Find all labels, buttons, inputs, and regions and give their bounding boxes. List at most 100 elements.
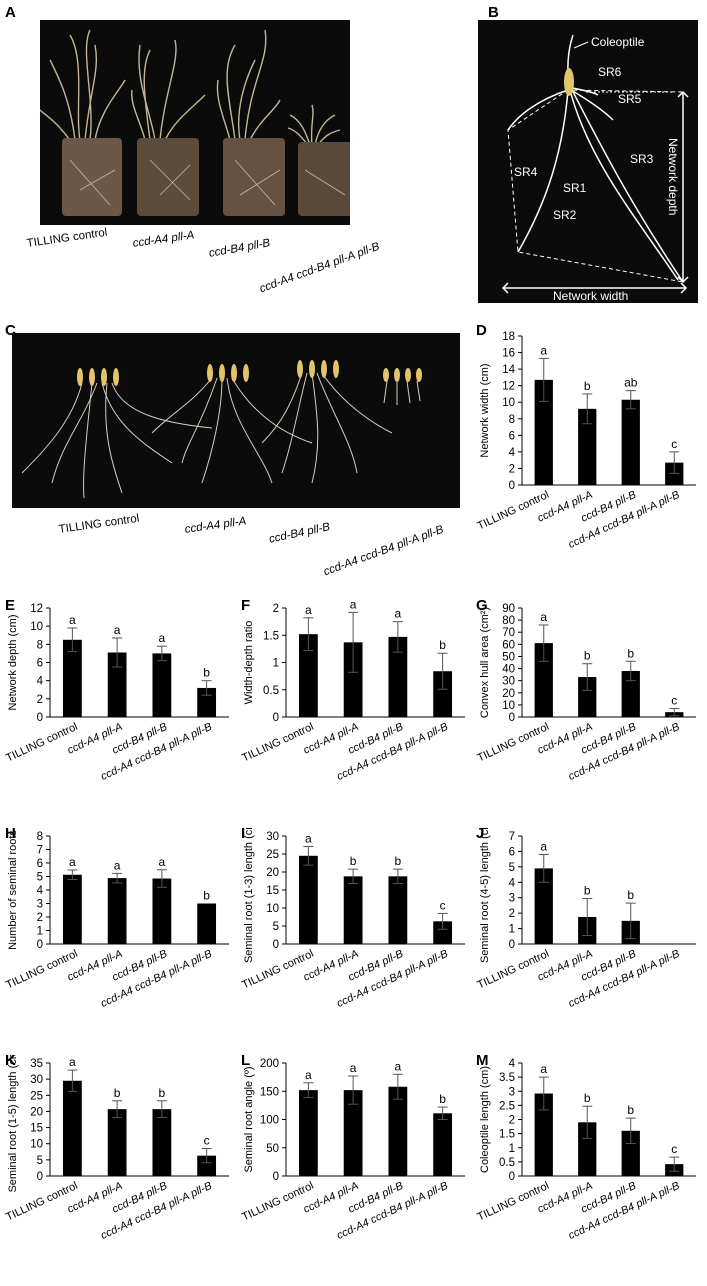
y-tick-label: 20 (30, 1106, 43, 1118)
significance-letter: b (627, 888, 634, 902)
y-tick-label: 4 (509, 447, 516, 459)
significance-letter: a (159, 855, 166, 869)
y-tick-label: 3.5 (499, 1072, 515, 1084)
panel-letter-m: M (476, 1052, 489, 1069)
panel-c-photo (12, 333, 460, 508)
bar (388, 1086, 408, 1176)
y-tick-label: 0 (37, 1171, 43, 1183)
y-tick-label: 10 (30, 621, 43, 633)
category-label: TILLING control (476, 489, 551, 533)
panel-letter-c: C (5, 322, 16, 339)
panel-letter-h: H (5, 825, 16, 842)
significance-letter: a (114, 858, 121, 872)
y-axis-label: Network depth (cm) (7, 615, 19, 711)
bar (433, 921, 453, 944)
y-tick-label: 3 (509, 893, 515, 905)
bar (534, 868, 553, 944)
panel-b-photo: Coleoptile SR6 SR5 SR3 SR4 SR1 SR2 Netwo… (478, 20, 698, 303)
category-label: TILLING control (240, 1180, 315, 1224)
significance-letter: b (439, 1092, 446, 1106)
significance-letter: b (627, 1103, 634, 1117)
y-tick-label: 10 (266, 903, 279, 915)
y-tick-label: 2 (37, 912, 43, 924)
y-tick-label: 8 (509, 414, 515, 426)
y-tick-label: 1.5 (499, 1129, 515, 1141)
significance-letter: b (584, 379, 591, 393)
significance-letter: c (440, 898, 446, 912)
y-tick-label: 30 (266, 831, 279, 843)
panel-letter-j: J (476, 825, 485, 842)
panel-letter-e: E (5, 597, 16, 614)
significance-letter: ab (624, 376, 638, 390)
bar (107, 652, 127, 717)
bar (621, 1130, 640, 1176)
y-tick-label: 70 (502, 627, 515, 639)
significance-letter: a (69, 855, 76, 869)
label-network-depth: Network depth (666, 138, 680, 215)
y-tick-label: 20 (266, 867, 279, 879)
bar (578, 677, 597, 717)
category-label: TILLING control (4, 948, 79, 992)
y-tick-label: 15 (266, 885, 279, 897)
y-tick-label: 16 (502, 348, 515, 360)
y-tick-label: 0 (37, 712, 43, 724)
chart-l: 0 50 100 150 200 Seminal root angle (º) a TILLI… (240, 1058, 465, 1242)
panel-letter-i: I (241, 825, 246, 842)
bar (343, 876, 363, 944)
significance-letter: c (671, 694, 677, 708)
y-tick-label: 0 (273, 939, 279, 951)
y-tick-label: 10 (502, 700, 515, 712)
significance-letter: c (671, 1142, 677, 1156)
bar (343, 1090, 363, 1176)
bar (534, 379, 553, 485)
y-tick-label: 15 (30, 1123, 43, 1135)
y-tick-label: 1 (509, 924, 515, 936)
bar (388, 636, 408, 717)
y-tick-label: 0.5 (499, 1157, 515, 1169)
y-tick-label: 0 (509, 480, 515, 492)
category-label: TILLING control (476, 1180, 551, 1224)
significance-letter: b (203, 889, 210, 903)
category-label: TILLING control (476, 721, 551, 765)
panel-letter-g: G (476, 597, 488, 614)
category-label: TILLING control (240, 721, 315, 765)
y-axis-label: Network width (cm) (479, 363, 491, 457)
y-tick-label: 200 (260, 1058, 279, 1070)
y-tick-label: 1 (37, 926, 43, 938)
panel-a-label-quad: ccd-A4 ccd-B4 pll-A pll-B (258, 240, 382, 296)
y-axis-label: Seminal root (1-5) length (cm) (7, 1055, 19, 1193)
panel-letter-b: B (488, 4, 499, 21)
significance-letter: a (540, 1062, 547, 1076)
panel-a-label-ccd-a4: ccd-A4 pll-A (132, 229, 196, 250)
bar (107, 1109, 127, 1176)
label-network-width: Network width (553, 289, 628, 303)
y-tick-label: 4 (37, 676, 44, 688)
bar (62, 639, 82, 717)
y-tick-label: 25 (266, 849, 279, 861)
significance-letter: b (159, 1086, 166, 1100)
panel-letter-d: D (476, 322, 487, 339)
y-tick-label: 6 (509, 846, 515, 858)
chart-e: 0 2 4 6 8 10 12 Network depth (cm) a TILLING cont… (4, 603, 229, 783)
y-tick-label: 50 (502, 651, 515, 663)
y-tick-label: 6 (37, 858, 43, 870)
bar (152, 1109, 172, 1176)
y-tick-label: 40 (502, 664, 515, 676)
y-tick-label: 0.5 (263, 685, 279, 697)
y-tick-label: 150 (260, 1086, 279, 1098)
y-tick-label: 0 (273, 1171, 279, 1183)
y-tick-label: 5 (37, 1155, 43, 1167)
y-tick-label: 2 (37, 694, 43, 706)
y-tick-label: 2 (509, 1115, 515, 1127)
y-tick-label: 30 (30, 1074, 43, 1086)
significance-letter: c (204, 1134, 210, 1148)
y-tick-label: 1.5 (263, 630, 279, 642)
significance-letter: b (627, 646, 634, 660)
bar (621, 399, 640, 485)
chart-k: 0 5 10 15 20 25 30 35 Seminal root (1-5) length … (4, 1055, 229, 1242)
significance-letter: a (305, 831, 312, 845)
significance-letter: a (305, 1068, 312, 1082)
panel-c-label-control: TILLING control (58, 512, 141, 536)
y-tick-label: 12 (30, 603, 43, 615)
